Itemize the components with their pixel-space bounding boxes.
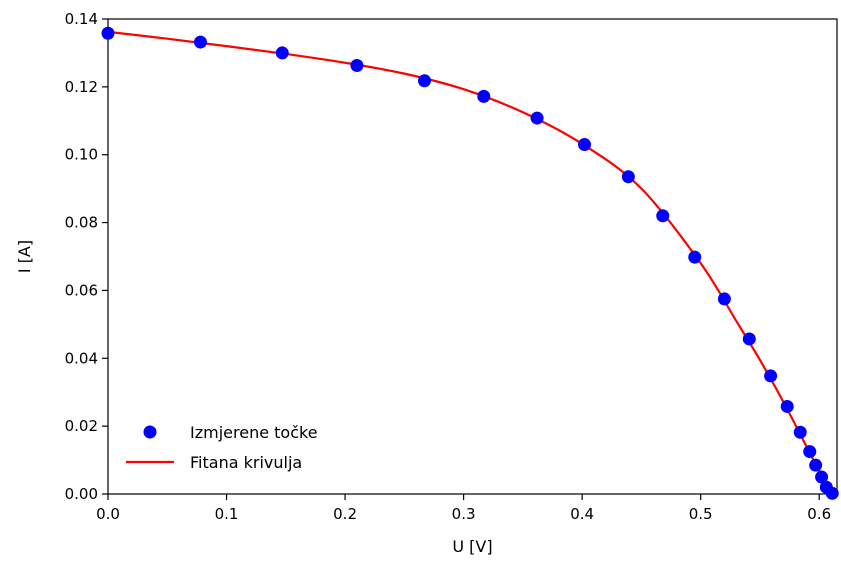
x-tick-label: 0.4 xyxy=(570,505,594,523)
measured-points xyxy=(101,26,839,500)
data-point xyxy=(350,58,364,72)
y-tick-label: 0.12 xyxy=(65,78,98,96)
y-tick-label: 0.02 xyxy=(65,417,98,435)
legend: Izmjerene točke Fitana krivulja xyxy=(126,423,318,472)
data-point xyxy=(417,74,431,88)
data-point xyxy=(815,470,829,484)
data-point xyxy=(688,250,702,264)
x-tick-label: 0.6 xyxy=(807,505,831,523)
y-axis: 0.00 0.02 0.04 0.06 0.08 0.10 0.12 0.14 xyxy=(65,10,108,503)
x-axis-label: U [V] xyxy=(452,537,492,556)
data-point xyxy=(780,399,794,413)
x-tick-label: 0.0 xyxy=(96,505,120,523)
data-point xyxy=(656,209,670,223)
y-tick-label: 0.06 xyxy=(65,281,98,299)
y-tick-label: 0.08 xyxy=(65,214,98,232)
y-axis-label: I [A] xyxy=(15,240,34,273)
y-tick-label: 0.10 xyxy=(65,146,98,164)
legend-marker-measured xyxy=(143,425,157,439)
y-tick-label: 0.04 xyxy=(65,349,98,367)
data-point xyxy=(764,369,778,383)
data-point xyxy=(825,486,839,500)
x-tick-label: 0.5 xyxy=(689,505,713,523)
data-point xyxy=(621,170,635,184)
y-tick-label: 0.00 xyxy=(65,485,98,503)
data-point xyxy=(793,425,807,439)
y-tick-label: 0.14 xyxy=(65,10,98,28)
data-point xyxy=(275,46,289,60)
data-point xyxy=(578,138,592,152)
data-point xyxy=(101,26,115,40)
data-point xyxy=(477,89,491,103)
data-point xyxy=(193,35,207,49)
data-point xyxy=(742,332,756,346)
legend-label-fit: Fitana krivulja xyxy=(190,453,302,472)
data-point xyxy=(530,111,544,125)
x-tick-label: 0.3 xyxy=(452,505,476,523)
x-tick-label: 0.2 xyxy=(333,505,357,523)
x-axis: 0.0 0.1 0.2 0.3 0.4 0.5 0.6 xyxy=(96,494,831,523)
x-tick-label: 0.1 xyxy=(215,505,239,523)
data-point xyxy=(803,445,817,459)
plot-area xyxy=(107,18,838,495)
data-point xyxy=(809,458,823,472)
legend-label-measured: Izmjerene točke xyxy=(190,423,318,442)
data-point xyxy=(717,292,731,306)
